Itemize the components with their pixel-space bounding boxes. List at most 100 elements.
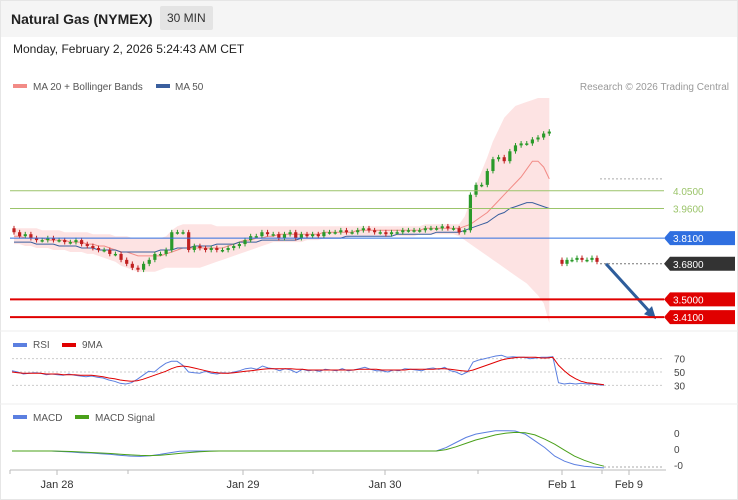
candle-body	[327, 232, 332, 234]
candle-body	[344, 230, 349, 233]
ma20-line	[14, 160, 550, 257]
candle-body	[170, 232, 174, 250]
candle-body	[192, 246, 196, 250]
candle-body	[519, 143, 523, 146]
ma20-legend-label: MA 20 + Bollinger Bands	[33, 82, 143, 93]
rsi-legend-swatch	[13, 343, 27, 347]
candle-body	[570, 259, 574, 262]
candle-body	[46, 238, 50, 241]
x-tick-label: Feb 1	[548, 479, 576, 491]
macd-signal-legend-label: MACD Signal	[95, 413, 155, 424]
candle-body	[51, 238, 56, 241]
candle-body	[585, 259, 589, 262]
candle-body	[367, 228, 371, 231]
forecast-arrow-head	[644, 306, 656, 320]
candle-body	[215, 248, 219, 250]
candle-body	[401, 230, 405, 233]
candle-body	[434, 228, 439, 230]
levels-layer: 4.0500 3.9600 3.8100 3.6800 3.5000 3.4100	[10, 187, 735, 325]
candle-body	[590, 257, 594, 260]
candle-body	[203, 248, 208, 250]
candle-body	[29, 234, 33, 239]
candle-body	[525, 143, 529, 145]
candle-body	[226, 248, 230, 250]
candle-body	[333, 232, 337, 234]
candle-body	[125, 259, 129, 264]
candle-body	[356, 230, 360, 233]
macd-signal-legend-swatch	[75, 415, 89, 419]
candle-body	[474, 184, 478, 195]
rsi-ma-legend-swatch	[62, 343, 76, 347]
rsi-tick-label: 50	[674, 368, 686, 379]
candle-body	[446, 226, 450, 229]
candle-body	[288, 232, 292, 235]
candle-body	[18, 232, 22, 237]
macd-tick-label: -0	[674, 461, 683, 472]
candle-body	[389, 232, 394, 235]
level-label-bg-pivot	[664, 231, 735, 246]
candle-body	[536, 137, 540, 140]
candle-body	[271, 234, 275, 236]
level-label-resistance: 3.9600	[673, 205, 704, 216]
candle-body	[113, 253, 118, 256]
candle-body	[395, 232, 399, 234]
candle-body	[136, 267, 140, 270]
rsi-tick-label: 70	[674, 355, 686, 366]
candle-body	[423, 228, 427, 231]
x-tick-label: Jan 30	[368, 479, 401, 491]
candle-body	[361, 228, 365, 231]
candle-body	[560, 259, 564, 264]
candle-body	[565, 259, 569, 264]
x-tick-label: Feb 9	[615, 479, 643, 491]
candle-body	[68, 242, 72, 244]
candle-body	[299, 234, 303, 239]
candle-body	[311, 234, 315, 237]
candle-body	[74, 240, 78, 243]
macd-line	[12, 430, 605, 469]
candle-body	[34, 238, 39, 241]
candle-body	[108, 249, 112, 254]
candle-body	[480, 184, 484, 187]
candle-body	[96, 248, 101, 250]
price-panel	[12, 98, 664, 323]
candle-body	[265, 232, 270, 235]
level-label-last: 3.6800	[673, 260, 704, 271]
ma20-legend-swatch	[13, 84, 27, 88]
candle-body	[187, 232, 191, 250]
candle-body	[232, 246, 236, 249]
timeframe-badge[interactable]: 30 MIN	[160, 6, 213, 30]
candle-body	[440, 226, 444, 229]
candle-body	[91, 246, 95, 249]
level-label-resistance: 4.0500	[673, 187, 704, 198]
candle-body	[294, 232, 298, 239]
candle-body	[63, 240, 67, 243]
candle-body	[209, 248, 213, 250]
candle-body	[198, 246, 202, 249]
rsi-panel: 70 50 30	[11, 355, 686, 392]
candle-body	[80, 240, 84, 245]
timestamp: Monday, February 2, 2026 5:24:43 AM CET	[13, 42, 245, 56]
candle-body	[243, 240, 247, 245]
x-tick-label: Jan 28	[40, 479, 73, 491]
candle-body	[237, 244, 241, 247]
candle-body	[57, 240, 61, 242]
level-label-bg-support	[664, 310, 735, 325]
level-label-support: 3.5000	[673, 295, 704, 306]
rsi-legend-label: RSI	[33, 340, 50, 351]
rsi-ma-line	[11, 356, 605, 386]
candle-body	[40, 240, 44, 242]
candle-body	[254, 236, 258, 238]
candle-body	[547, 131, 551, 134]
macd-legend-swatch	[13, 415, 27, 419]
candle-body	[175, 232, 180, 234]
rsi-tick-label: 30	[674, 381, 686, 392]
macd-tick-label: 0	[674, 445, 680, 456]
candle-body	[406, 230, 411, 232]
candle-body	[508, 151, 512, 162]
ma50-legend-swatch	[156, 84, 170, 88]
candle-body	[580, 257, 584, 260]
bollinger-band-fill	[14, 98, 550, 323]
macd-legend-label: MACD	[33, 413, 62, 424]
candle-body	[412, 230, 416, 232]
